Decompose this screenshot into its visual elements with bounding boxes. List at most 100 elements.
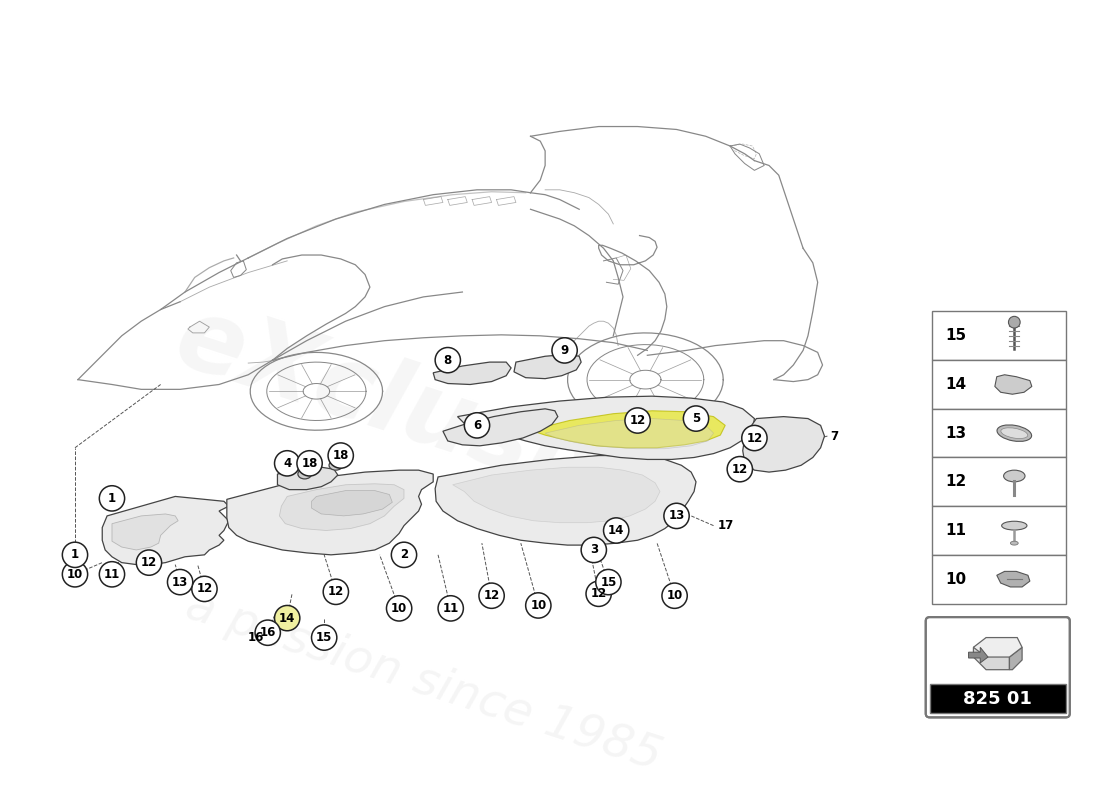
Text: 18: 18	[301, 457, 318, 470]
Polygon shape	[443, 409, 558, 446]
Text: 3: 3	[590, 543, 598, 557]
Text: 13: 13	[172, 575, 188, 589]
Text: 15: 15	[945, 328, 966, 343]
Circle shape	[664, 503, 690, 529]
Polygon shape	[546, 418, 714, 449]
Circle shape	[727, 457, 752, 482]
Circle shape	[255, 620, 280, 646]
Circle shape	[552, 338, 578, 363]
Bar	[932, 555, 1066, 603]
Polygon shape	[277, 467, 338, 490]
Circle shape	[478, 583, 504, 608]
Polygon shape	[974, 638, 1022, 657]
Ellipse shape	[1011, 542, 1019, 545]
Bar	[932, 311, 1066, 360]
Text: 9: 9	[561, 344, 569, 357]
Circle shape	[438, 596, 463, 621]
Text: 6: 6	[473, 419, 481, 432]
Polygon shape	[994, 374, 1032, 394]
Text: 2: 2	[400, 548, 408, 562]
Text: 17: 17	[717, 519, 734, 532]
Polygon shape	[279, 484, 404, 530]
Circle shape	[99, 562, 124, 587]
Text: 13: 13	[669, 510, 684, 522]
Polygon shape	[311, 490, 393, 516]
Circle shape	[386, 596, 411, 621]
Text: 18: 18	[332, 449, 349, 462]
Text: 825 01: 825 01	[964, 690, 1032, 708]
Bar	[932, 506, 1066, 555]
Circle shape	[1009, 316, 1020, 328]
Polygon shape	[112, 514, 178, 550]
Bar	[932, 360, 1066, 409]
Text: 16: 16	[260, 626, 276, 639]
Text: 14: 14	[945, 377, 966, 392]
Text: 1: 1	[70, 548, 79, 562]
Text: 11: 11	[945, 523, 966, 538]
Circle shape	[311, 625, 337, 650]
Polygon shape	[433, 362, 512, 385]
Polygon shape	[974, 647, 1010, 670]
Text: 1: 1	[108, 492, 115, 505]
Ellipse shape	[1001, 428, 1027, 438]
Polygon shape	[458, 396, 755, 459]
Circle shape	[526, 593, 551, 618]
Ellipse shape	[298, 469, 311, 479]
Polygon shape	[969, 647, 988, 663]
Text: 12: 12	[629, 414, 646, 427]
Text: 14: 14	[279, 612, 296, 625]
Circle shape	[323, 579, 349, 605]
Text: 12: 12	[196, 582, 212, 595]
Text: 12: 12	[591, 587, 607, 600]
Text: 10: 10	[390, 602, 407, 615]
Bar	[932, 458, 1066, 506]
Polygon shape	[453, 467, 660, 522]
Text: 11: 11	[103, 568, 120, 581]
Circle shape	[63, 542, 88, 567]
Circle shape	[136, 550, 162, 575]
Polygon shape	[1010, 647, 1022, 670]
Circle shape	[392, 542, 417, 567]
Circle shape	[625, 408, 650, 433]
Text: 10: 10	[945, 572, 966, 586]
Text: 12: 12	[945, 474, 967, 490]
Text: a passion since 1985: a passion since 1985	[180, 583, 667, 780]
Text: 12: 12	[141, 556, 157, 569]
Circle shape	[191, 576, 217, 602]
Text: 5: 5	[692, 412, 700, 425]
Text: 16: 16	[248, 631, 264, 644]
Circle shape	[741, 426, 767, 450]
Polygon shape	[530, 410, 725, 448]
Text: 8: 8	[443, 354, 452, 366]
Circle shape	[297, 450, 322, 476]
Text: 11: 11	[442, 602, 459, 615]
Text: 4: 4	[283, 457, 292, 470]
Ellipse shape	[329, 461, 343, 470]
Text: 10: 10	[67, 568, 84, 581]
Circle shape	[275, 450, 300, 476]
Text: 14: 14	[608, 524, 625, 537]
Ellipse shape	[1003, 470, 1025, 482]
Polygon shape	[102, 497, 229, 565]
Text: 13: 13	[945, 426, 966, 441]
Text: 7: 7	[830, 430, 838, 442]
Circle shape	[581, 538, 606, 562]
Polygon shape	[227, 470, 433, 555]
Polygon shape	[514, 354, 581, 378]
Circle shape	[63, 562, 88, 587]
Ellipse shape	[997, 425, 1032, 442]
Text: 10: 10	[667, 590, 683, 602]
Polygon shape	[436, 455, 696, 545]
Bar	[930, 684, 1066, 714]
Text: 10: 10	[530, 599, 547, 612]
Circle shape	[662, 583, 688, 608]
Text: 12: 12	[746, 431, 762, 445]
Circle shape	[99, 486, 124, 511]
FancyBboxPatch shape	[926, 617, 1070, 718]
Ellipse shape	[1002, 522, 1027, 530]
Circle shape	[596, 570, 622, 594]
Text: 12: 12	[732, 462, 748, 476]
Circle shape	[436, 347, 461, 373]
Circle shape	[275, 606, 300, 630]
Text: eXclusive: eXclusive	[163, 290, 703, 547]
